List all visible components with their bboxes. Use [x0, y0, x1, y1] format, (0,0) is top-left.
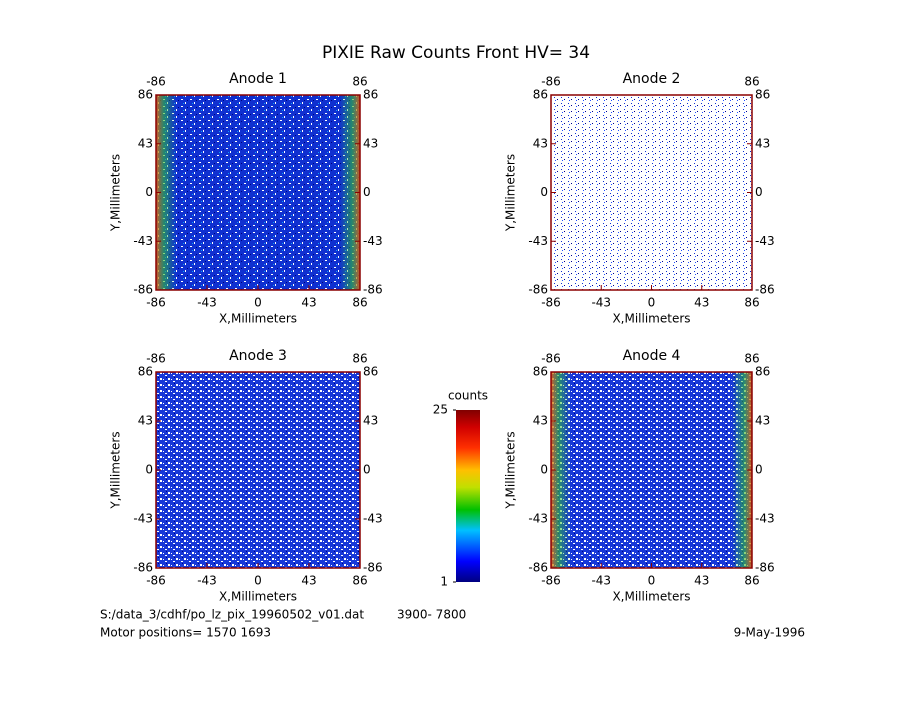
y2-tick-label: 0: [755, 185, 763, 199]
colorbar-tick-label: 25: [433, 403, 448, 417]
footer-file: S:/data_3/cdhf/po_lz_pix_19960502_v01.da…: [100, 608, 364, 622]
y2-tick-label: -43: [755, 234, 775, 248]
x2-tick-label: 86: [352, 75, 367, 89]
x-tick-label: 86: [352, 296, 367, 310]
footer-date: 9-May-1996: [734, 626, 805, 640]
x-tick-label: 86: [744, 574, 759, 588]
heatmap-image: [551, 95, 752, 290]
x-tick-label: -86: [146, 296, 166, 310]
y2-tick-label: 0: [363, 185, 371, 199]
y2-tick-label: -86: [363, 283, 383, 297]
x-axis-label: X,Millimeters: [219, 590, 297, 604]
y2-tick-label: -43: [755, 512, 775, 526]
x-tick-label: 43: [301, 296, 316, 310]
x-tick-label: 86: [352, 574, 367, 588]
y-tick-label: 86: [533, 88, 548, 102]
y2-tick-label: 43: [363, 136, 378, 150]
y-axis-label: Y,Millimeters: [504, 431, 518, 509]
y-tick-label: 43: [138, 136, 153, 150]
x-tick-label: 0: [254, 296, 262, 310]
x2-tick-label: -86: [146, 75, 166, 89]
y2-tick-label: 0: [363, 463, 371, 477]
y-tick-label: -86: [133, 561, 153, 575]
chart-title: PIXIE Raw Counts Front HV= 34: [322, 43, 590, 63]
x-tick-label: -43: [591, 574, 611, 588]
x-tick-label: -43: [197, 574, 217, 588]
x-tick-label: -43: [197, 296, 217, 310]
y-axis-label: Y,Millimeters: [109, 431, 123, 509]
colorbar: [456, 410, 480, 582]
x-tick-label: 0: [254, 574, 262, 588]
y-tick-label: 43: [533, 414, 548, 428]
y2-tick-label: 43: [363, 414, 378, 428]
y-tick-label: -86: [528, 283, 548, 297]
footer-motor: Motor positions= 1570 1693: [100, 626, 271, 640]
y-tick-label: 43: [533, 136, 548, 150]
heatmap-image: [156, 372, 360, 568]
y2-tick-label: -43: [363, 512, 383, 526]
y-tick-label: -43: [133, 512, 153, 526]
x2-tick-label: -86: [541, 75, 561, 89]
y2-tick-label: 43: [755, 414, 770, 428]
x-tick-label: -43: [591, 296, 611, 310]
y2-tick-label: 86: [363, 88, 378, 102]
x2-tick-label: 86: [744, 352, 759, 366]
panel-title: Anode 1: [229, 71, 287, 87]
y-tick-label: 0: [145, 185, 153, 199]
y-tick-label: -86: [133, 283, 153, 297]
x-tick-label: -86: [146, 574, 166, 588]
y2-tick-label: -86: [755, 283, 775, 297]
x-tick-label: 43: [694, 574, 709, 588]
x-tick-label: -86: [541, 296, 561, 310]
footer-range: 3900- 7800: [397, 608, 466, 622]
panel-title: Anode 4: [623, 348, 681, 364]
x2-tick-label: 86: [744, 75, 759, 89]
y-tick-label: -86: [528, 561, 548, 575]
x-axis-label: X,Millimeters: [612, 590, 690, 604]
y2-tick-label: 86: [755, 365, 770, 379]
colorbar-label: counts: [448, 389, 488, 403]
y-tick-label: 0: [540, 185, 548, 199]
y-tick-label: -43: [528, 512, 548, 526]
heatmap-edge: [551, 372, 752, 568]
y2-tick-label: 86: [363, 365, 378, 379]
y2-tick-label: 0: [755, 463, 763, 477]
y-tick-label: -43: [133, 234, 153, 248]
x2-tick-label: -86: [541, 352, 561, 366]
x-tick-label: 0: [648, 296, 656, 310]
colorbar-tick-label: 1: [440, 575, 448, 589]
x-tick-label: -86: [541, 574, 561, 588]
x-axis-label: X,Millimeters: [219, 312, 297, 326]
y2-tick-label: -86: [755, 561, 775, 575]
y-tick-label: 86: [138, 88, 153, 102]
y2-tick-label: -86: [363, 561, 383, 575]
y-tick-label: 0: [145, 463, 153, 477]
x-tick-label: 86: [744, 296, 759, 310]
y-axis-label: Y,Millimeters: [109, 154, 123, 232]
y2-tick-label: 86: [755, 88, 770, 102]
x-tick-label: 43: [694, 296, 709, 310]
y-tick-label: -43: [528, 234, 548, 248]
heatmap-edge: [156, 95, 360, 290]
y-axis-label: Y,Millimeters: [504, 154, 518, 232]
panel-title: Anode 3: [229, 348, 287, 364]
x-tick-label: 43: [301, 574, 316, 588]
y-tick-label: 43: [138, 414, 153, 428]
y-tick-label: 86: [533, 365, 548, 379]
x-axis-label: X,Millimeters: [612, 312, 690, 326]
x-tick-label: 0: [648, 574, 656, 588]
y2-tick-label: 43: [755, 136, 770, 150]
y2-tick-label: -43: [363, 234, 383, 248]
panel-title: Anode 2: [623, 71, 681, 87]
x2-tick-label: 86: [352, 352, 367, 366]
y-tick-label: 86: [138, 365, 153, 379]
x2-tick-label: -86: [146, 352, 166, 366]
y-tick-label: 0: [540, 463, 548, 477]
